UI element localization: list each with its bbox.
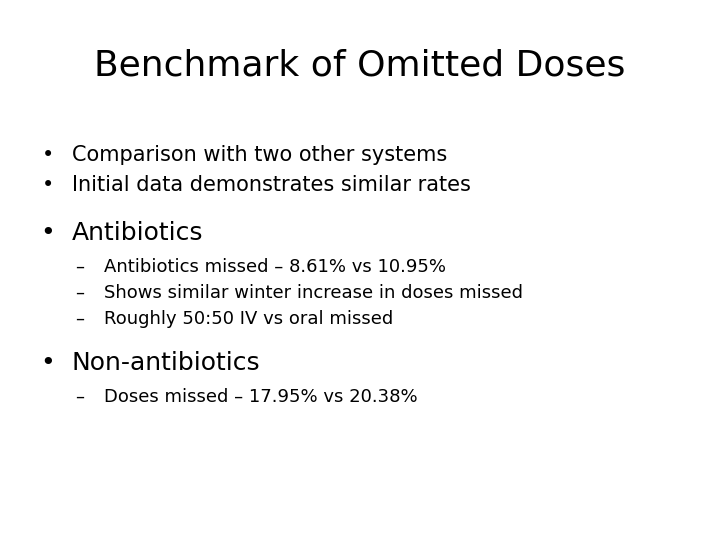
Text: Doses missed – 17.95% vs 20.38%: Doses missed – 17.95% vs 20.38%: [104, 388, 418, 406]
Text: Initial data demonstrates similar rates: Initial data demonstrates similar rates: [72, 175, 471, 195]
Text: Shows similar winter increase in doses missed: Shows similar winter increase in doses m…: [104, 284, 523, 302]
Text: –: –: [76, 310, 84, 328]
Text: •: •: [42, 145, 54, 165]
Text: –: –: [76, 388, 84, 406]
Text: –: –: [76, 258, 84, 276]
Text: •: •: [40, 221, 55, 245]
Text: •: •: [40, 351, 55, 375]
Text: Non-antibiotics: Non-antibiotics: [72, 351, 261, 375]
Text: Antibiotics missed – 8.61% vs 10.95%: Antibiotics missed – 8.61% vs 10.95%: [104, 258, 446, 276]
Text: Roughly 50:50 IV vs oral missed: Roughly 50:50 IV vs oral missed: [104, 310, 393, 328]
Text: –: –: [76, 284, 84, 302]
Text: Antibiotics: Antibiotics: [72, 221, 204, 245]
Text: Benchmark of Omitted Doses: Benchmark of Omitted Doses: [94, 48, 626, 82]
Text: Comparison with two other systems: Comparison with two other systems: [72, 145, 447, 165]
Text: •: •: [42, 175, 54, 195]
